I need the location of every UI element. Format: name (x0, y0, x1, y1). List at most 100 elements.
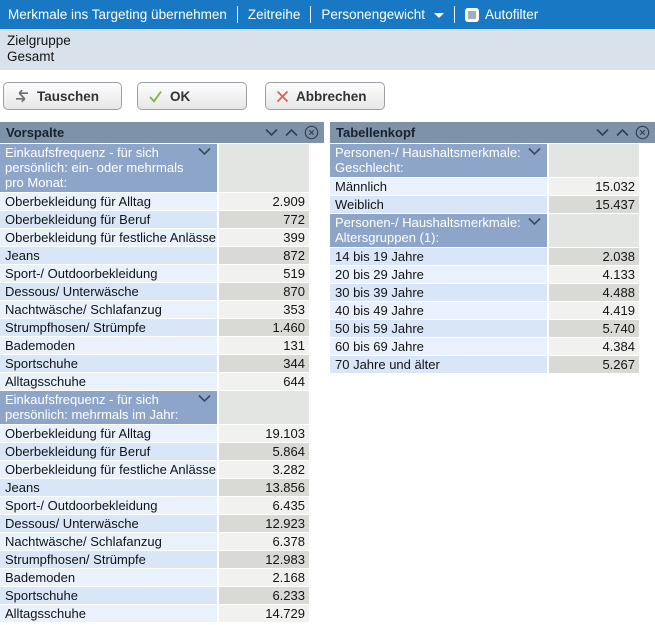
table-row[interactable]: Weiblich 15.437 (330, 196, 655, 213)
chevron-down-icon[interactable] (595, 128, 610, 137)
row-label: Bademoden (0, 569, 217, 586)
row-label: Sportschuhe (0, 587, 217, 604)
row-value: 5.267 (549, 356, 639, 373)
table-row[interactable]: Oberbekleidung für Alltag 2.909 (0, 193, 324, 210)
x-icon (276, 90, 289, 103)
row-value: 14.729 (219, 605, 309, 622)
row-label: Oberbekleidung für Beruf (0, 211, 217, 228)
toolbar-item-label: Autofilter (484, 7, 539, 22)
abbrechen-button[interactable]: Abbrechen (265, 82, 385, 110)
chevron-down-icon[interactable] (264, 128, 279, 137)
table-row[interactable]: 50 bis 59 Jahre 5.740 (330, 320, 655, 337)
toolbar-item-merkmale-uebernehmen[interactable]: Merkmale ins Targeting übernehmen (8, 7, 235, 22)
table-row[interactable]: Oberbekleidung für Beruf 772 (0, 211, 324, 228)
table-row[interactable]: Jeans 13.856 (0, 479, 324, 496)
chevron-down-icon[interactable] (527, 147, 542, 156)
table-row[interactable]: Strumpfhosen/ Strümpfe 12.983 (0, 551, 324, 568)
table-row[interactable]: Alltagsschuhe 14.729 (0, 605, 324, 622)
row-value: 344 (219, 355, 309, 372)
panel-controls (595, 125, 650, 140)
table-row[interactable]: Sport-/ Outdoorbekleidung 519 (0, 265, 324, 282)
row-label: Männlich (330, 178, 547, 195)
table-row[interactable]: Sport-/ Outdoorbekleidung 6.435 (0, 497, 324, 514)
section-header[interactable]: Einkaufsfrequenz - für sich persönlich: … (0, 391, 217, 424)
row-label: Alltagsschuhe (0, 605, 217, 622)
row-value: 5.740 (549, 320, 639, 337)
table-row[interactable]: 20 bis 29 Jahre 4.133 (330, 266, 655, 283)
section-header-row: Einkaufsfrequenz - für sich persönlich: … (0, 391, 324, 424)
table-row[interactable]: Männlich 15.032 (330, 178, 655, 195)
close-icon[interactable] (304, 125, 319, 140)
table-row[interactable]: Nachtwäsche/ Schlafanzug 353 (0, 301, 324, 318)
row-label: Sport-/ Outdoorbekleidung (0, 265, 217, 282)
chevron-down-icon[interactable] (527, 217, 542, 226)
table-row[interactable]: Oberbekleidung für Beruf 5.864 (0, 443, 324, 460)
panels-container: Vorspalte Einkaufsfrequenz - für sich per… (0, 122, 655, 622)
button-label: OK (170, 88, 191, 104)
table-row[interactable]: Nachtwäsche/ Schlafanzug 6.378 (0, 533, 324, 550)
toolbar-item-zeitreihe[interactable]: Zeitreihe (240, 7, 309, 22)
row-value: 4.384 (549, 338, 639, 355)
close-icon[interactable] (635, 125, 650, 140)
panel-table: Einkaufsfrequenz - für sich persönlich: … (0, 144, 324, 622)
panel-title: Tabellenkopf (336, 125, 416, 140)
toolbar-item-autofilter[interactable]: Autofilter (457, 7, 546, 22)
chevron-up-icon[interactable] (615, 128, 630, 137)
table-row[interactable]: 14 bis 19 Jahre 2.038 (330, 248, 655, 265)
toolbar-item-label: Zeitreihe (247, 7, 301, 22)
table-row[interactable]: Sportschuhe 344 (0, 355, 324, 372)
table-row[interactable]: Oberbekleidung für Alltag 19.103 (0, 425, 324, 442)
section-header-row: Einkaufsfrequenz - für sich persönlich: … (0, 144, 324, 192)
table-row[interactable]: 30 bis 39 Jahre 4.488 (330, 284, 655, 301)
row-value: 1.460 (219, 319, 309, 336)
table-row[interactable]: Bademoden 2.168 (0, 569, 324, 586)
row-value: 4.133 (549, 266, 639, 283)
row-value: 6.233 (219, 587, 309, 604)
row-label: 40 bis 49 Jahre (330, 302, 547, 319)
row-value: 12.983 (219, 551, 309, 568)
row-label: 50 bis 59 Jahre (330, 320, 547, 337)
section-header[interactable]: Einkaufsfrequenz - für sich persönlich: … (0, 144, 217, 192)
target-group-area: Zielgruppe Gesamt (0, 29, 655, 70)
ok-button[interactable]: OK (137, 82, 247, 110)
button-label: Tauschen (37, 88, 100, 104)
section-header[interactable]: Personen-/ Haushaltsmerkmale: Geschlecht… (330, 144, 547, 177)
table-row[interactable]: Sportschuhe 6.233 (0, 587, 324, 604)
table-row[interactable]: 60 bis 69 Jahre 4.384 (330, 338, 655, 355)
row-label: Oberbekleidung für Beruf (0, 443, 217, 460)
table-row[interactable]: Jeans 872 (0, 247, 324, 264)
table-row[interactable]: 40 bis 49 Jahre 4.419 (330, 302, 655, 319)
table-row[interactable]: Alltagsschuhe 644 (0, 373, 324, 390)
row-value: 2.038 (549, 248, 639, 265)
table-row[interactable]: Dessous/ Unterwäsche 12.923 (0, 515, 324, 532)
table-row[interactable]: Oberbekleidung für festliche Anlässe 399 (0, 229, 324, 246)
table-row[interactable]: Oberbekleidung für festliche Anlässe 3.28… (0, 461, 324, 478)
row-label: 14 bis 19 Jahre (330, 248, 547, 265)
table-row[interactable]: Dessous/ Unterwäsche 870 (0, 283, 324, 300)
chevron-down-icon[interactable] (197, 147, 212, 156)
panel-controls (264, 125, 319, 140)
section-header-label: Einkaufsfrequenz - für sich persönlich: … (5, 392, 179, 422)
row-value: 872 (219, 247, 309, 264)
row-value: 5.864 (219, 443, 309, 460)
tauschen-button[interactable]: Tauschen (3, 82, 122, 110)
row-value: 353 (219, 301, 309, 318)
chevron-up-icon[interactable] (284, 128, 299, 137)
panel-table: Personen-/ Haushaltsmerkmale: Geschlecht… (330, 144, 655, 373)
row-value: 15.032 (549, 178, 639, 195)
table-row[interactable]: Bademoden 131 (0, 337, 324, 354)
row-value: 131 (219, 337, 309, 354)
row-label: Oberbekleidung für Alltag (0, 425, 217, 442)
toolbar-item-personengewicht[interactable]: Personengewicht (313, 7, 452, 22)
autofilter-checkbox-icon (464, 7, 479, 22)
section-header-value-cell (219, 144, 309, 192)
table-row[interactable]: 70 Jahre und älter 5.267 (330, 356, 655, 373)
chevron-down-icon[interactable] (197, 394, 212, 403)
row-value: 519 (219, 265, 309, 282)
row-label: 60 bis 69 Jahre (330, 338, 547, 355)
table-row[interactable]: Strumpfhosen/ Strümpfe 1.460 (0, 319, 324, 336)
row-label: Sportschuhe (0, 355, 217, 372)
section-header[interactable]: Personen-/ Haushaltsmerkmale: Altersgrup… (330, 214, 547, 247)
toolbar-separator (236, 6, 238, 23)
section-header-value-cell (549, 144, 639, 177)
